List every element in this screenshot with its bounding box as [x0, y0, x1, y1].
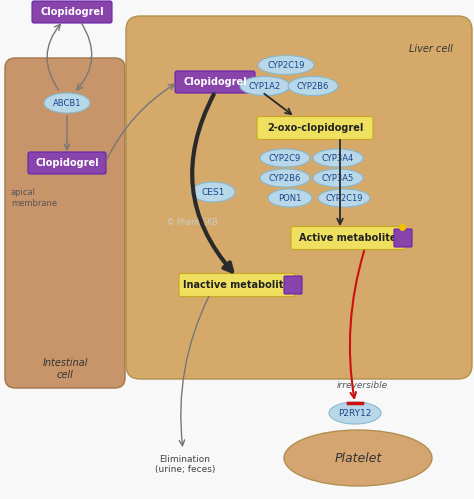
- Ellipse shape: [258, 55, 314, 74]
- Text: ABCB1: ABCB1: [53, 98, 81, 107]
- Ellipse shape: [313, 149, 363, 167]
- Ellipse shape: [268, 189, 312, 207]
- Text: Liver cell: Liver cell: [409, 44, 453, 54]
- Ellipse shape: [288, 76, 338, 95]
- Ellipse shape: [318, 189, 370, 207]
- Text: CES1: CES1: [201, 188, 225, 197]
- Text: CYP1A2: CYP1A2: [249, 81, 281, 90]
- FancyBboxPatch shape: [179, 273, 295, 296]
- Ellipse shape: [191, 182, 235, 202]
- Text: P2RY12: P2RY12: [338, 409, 372, 418]
- FancyBboxPatch shape: [257, 116, 373, 140]
- Text: Inactive metabolite: Inactive metabolite: [183, 280, 291, 290]
- Ellipse shape: [260, 149, 310, 167]
- FancyBboxPatch shape: [175, 71, 255, 93]
- FancyBboxPatch shape: [291, 227, 405, 250]
- FancyBboxPatch shape: [28, 152, 106, 174]
- Text: CYP3A5: CYP3A5: [322, 174, 354, 183]
- Text: Clopidogrel: Clopidogrel: [35, 158, 99, 168]
- Text: CYP3A4: CYP3A4: [322, 154, 354, 163]
- Text: Elimination
(urine; feces): Elimination (urine; feces): [155, 455, 215, 475]
- Text: CYP2B6: CYP2B6: [297, 81, 329, 90]
- Text: © PharmGKB: © PharmGKB: [167, 218, 217, 227]
- Text: irreversible: irreversible: [337, 381, 388, 390]
- Text: apical
membrane: apical membrane: [11, 188, 57, 208]
- Ellipse shape: [313, 169, 363, 187]
- Ellipse shape: [240, 76, 290, 95]
- Ellipse shape: [329, 402, 381, 424]
- Text: CYP2C19: CYP2C19: [267, 60, 305, 69]
- Text: Platelet: Platelet: [334, 452, 382, 465]
- FancyBboxPatch shape: [32, 1, 112, 23]
- Text: CYP2C9: CYP2C9: [269, 154, 301, 163]
- Ellipse shape: [260, 169, 310, 187]
- FancyBboxPatch shape: [5, 58, 125, 388]
- Text: 2-oxo-clopidogrel: 2-oxo-clopidogrel: [267, 123, 363, 133]
- Text: CYP2C19: CYP2C19: [325, 194, 363, 203]
- Text: Clopidogrel: Clopidogrel: [183, 77, 247, 87]
- Text: PON1: PON1: [278, 194, 301, 203]
- Text: Active metabolite: Active metabolite: [299, 233, 397, 243]
- FancyBboxPatch shape: [284, 276, 302, 294]
- Ellipse shape: [284, 430, 432, 486]
- Text: Clopidogrel: Clopidogrel: [40, 7, 104, 17]
- Text: CYP2B6: CYP2B6: [269, 174, 301, 183]
- Ellipse shape: [44, 93, 90, 113]
- Text: Intestinal
cell: Intestinal cell: [42, 358, 88, 380]
- FancyBboxPatch shape: [394, 229, 412, 247]
- FancyBboxPatch shape: [126, 16, 472, 379]
